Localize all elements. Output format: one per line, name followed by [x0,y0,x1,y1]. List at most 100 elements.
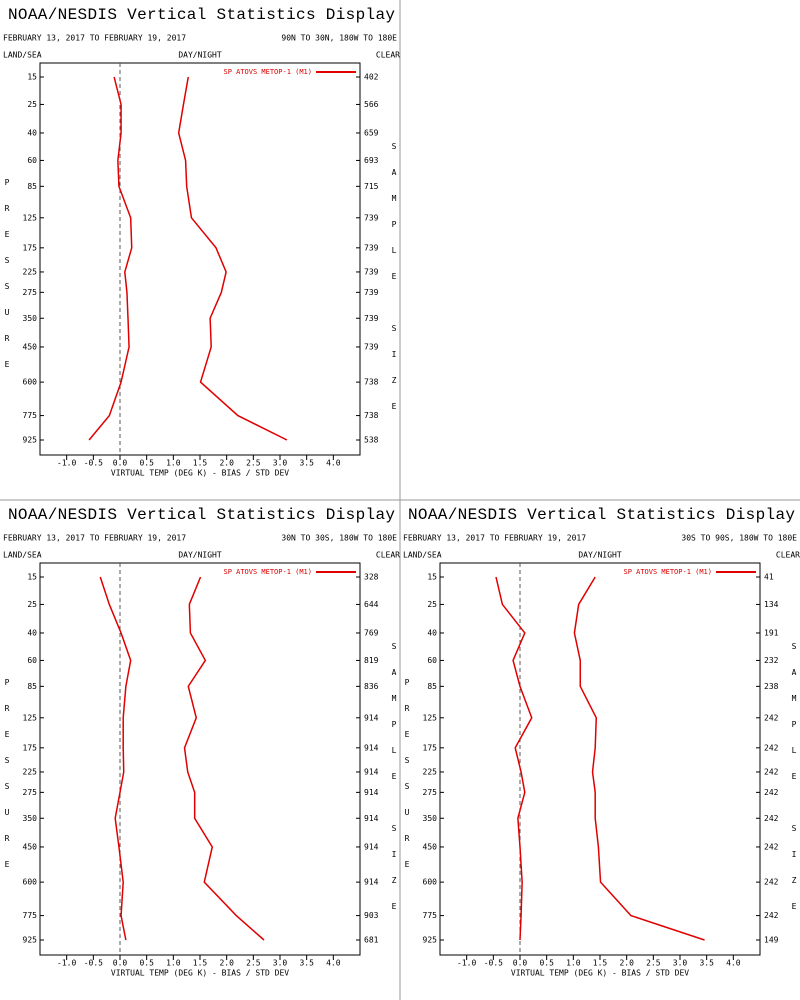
land-sea: LAND/SEA [3,51,42,60]
panel: NOAA/NESDIS Vertical Statistics Display F… [403,506,800,977]
x-tick-label: 2.5 [246,959,261,968]
x-tick-label: 2.5 [646,959,661,968]
sample-size: 149 [764,936,779,945]
x-tick-label: 2.0 [219,459,234,468]
y-tick-label: 25 [27,600,37,609]
y-tick-label: 450 [23,342,38,351]
chart-title: NOAA/NESDIS Vertical Statistics Display [8,506,395,524]
legend-label: SP ATOVS METOP-1 (M1) [223,68,312,76]
sample-size: 914 [364,743,379,752]
y-tick-label: 15 [27,573,37,582]
x-tick-label: 3.5 [299,959,314,968]
x-tick-label: 1.5 [593,959,608,968]
y-tick-label: 775 [423,911,438,920]
period: FEBRUARY 13, 2017 TO FEBRUARY 19, 2017 [3,534,186,543]
x-tick-label: 0.0 [113,959,128,968]
y-tick-label: 40 [27,128,37,137]
sample-size: 328 [364,573,379,582]
y-tick-label: 60 [27,656,37,665]
sample-size: 903 [364,911,379,920]
chart-title: NOAA/NESDIS Vertical Statistics Display [8,6,395,24]
y-tick-label: 350 [423,814,438,823]
x-tick-label: 1.0 [166,459,181,468]
panel: NOAA/NESDIS Vertical Statistics Display F… [3,6,401,477]
y-tick-label: 125 [23,713,38,722]
x-tick-label: 0.0 [513,959,528,968]
sample-size: 914 [364,788,379,797]
y-tick-label: 925 [23,436,38,445]
sample-size: 739 [364,342,379,351]
x-tick-label: 0.5 [139,959,154,968]
y-tick-label: 350 [23,314,38,323]
region: 90N TO 30N, 180W TO 180E [281,34,397,43]
day-night: DAY/NIGHT [178,551,222,560]
x-tick-label: 1.0 [166,959,181,968]
x-tick-label: 2.0 [219,959,234,968]
chart-title: NOAA/NESDIS Vertical Statistics Display [408,506,795,524]
y-tick-label: 60 [27,156,37,165]
y-tick-label: 125 [23,213,38,222]
sample-size: 644 [364,600,379,609]
sample-size: 914 [364,814,379,823]
y-tick-label: 275 [23,788,38,797]
y-tick-label: 925 [423,936,438,945]
y-tick-label: 25 [427,600,437,609]
std-dev-line [183,576,265,941]
x-tick-label: -0.5 [84,959,103,968]
x-tick-label: -1.0 [57,959,76,968]
plot-frame [439,562,761,956]
clear: CLEAR [376,51,400,60]
y-tick-label: 225 [23,267,38,276]
y-tick-label: 925 [23,936,38,945]
y-tick-label: 25 [27,100,37,109]
x-tick-label: 3.0 [273,959,288,968]
x-tick-label: 4.0 [326,959,341,968]
legend-label: SP ATOVS METOP-1 (M1) [223,568,312,576]
sample-size: 693 [364,156,379,165]
sample-size: 242 [764,814,779,823]
legend-label: SP ATOVS METOP-1 (M1) [623,568,712,576]
y-tick-label: 275 [423,788,438,797]
sample-size: 232 [764,656,779,665]
x-tick-label: 2.0 [619,959,634,968]
sample-size: 769 [364,628,379,637]
clear: CLEAR [776,551,800,560]
sample-size: 739 [364,213,379,222]
y-tick-label: 600 [423,878,438,887]
x-tick-label: 3.5 [299,459,314,468]
sample-size: 681 [364,936,379,945]
sample-size: 242 [764,713,779,722]
sample-size: 914 [364,767,379,776]
x-tick-label: 1.0 [566,959,581,968]
y-tick-label: 85 [27,182,37,191]
sample-size: 739 [364,314,379,323]
sample-size: 242 [764,842,779,851]
x-tick-label: 0.5 [139,459,154,468]
sample-size: 739 [364,243,379,252]
y2-axis-label: SAMPLE SIZE [390,142,399,428]
sample-size: 738 [364,411,379,420]
x-tick-label: 3.0 [273,459,288,468]
region: 30S TO 90S, 180W TO 180E [681,534,797,543]
y-tick-label: 175 [423,743,438,752]
period: FEBRUARY 13, 2017 TO FEBRUARY 19, 2017 [403,534,586,543]
y-tick-label: 225 [423,767,438,776]
x-tick-label: -0.5 [84,459,103,468]
sample-size: 242 [764,767,779,776]
sample-size: 914 [364,878,379,887]
x-tick-label: 3.0 [673,959,688,968]
x-tick-label: 1.5 [193,459,208,468]
panel: NOAA/NESDIS Vertical Statistics Display F… [3,506,401,977]
plot-frame [39,562,361,956]
bias-line [99,576,132,941]
y-tick-label: 60 [427,656,437,665]
y-tick-label: 15 [27,73,37,82]
sample-size: 836 [364,682,379,691]
region: 30N TO 30S, 180W TO 180E [281,534,397,543]
sample-size: 41 [764,573,774,582]
bias-line [88,76,133,441]
x-tick-label: 4.0 [326,459,341,468]
y-tick-label: 125 [423,713,438,722]
y2-axis-label: SAMPLE SIZE [790,642,799,928]
